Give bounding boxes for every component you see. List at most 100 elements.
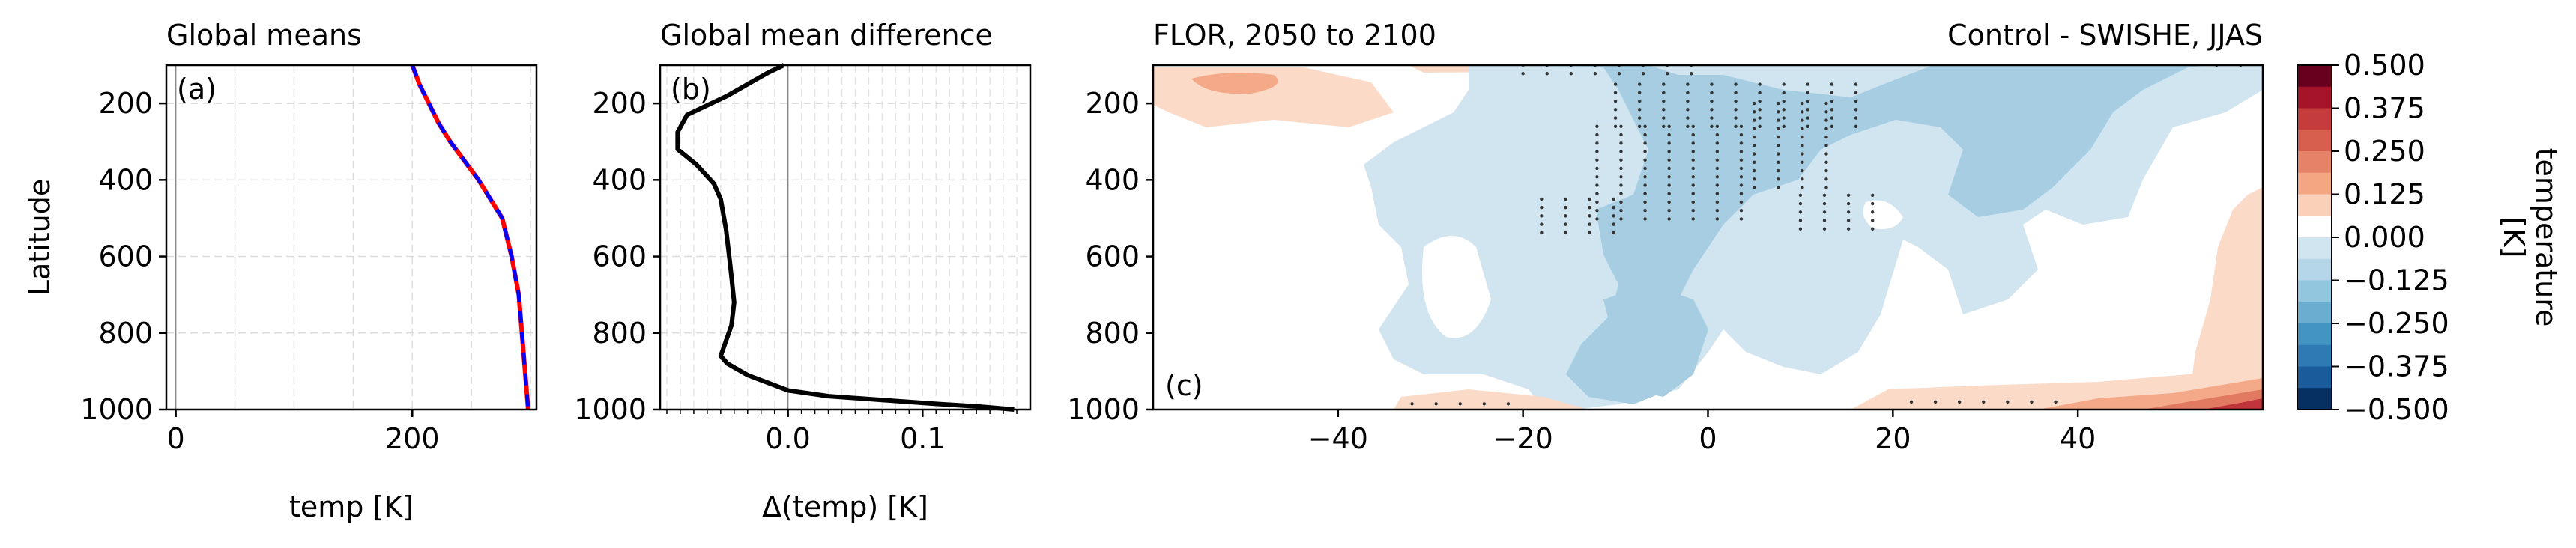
stipple-dot [1758, 82, 1762, 86]
stipple-dot [1782, 99, 1786, 103]
panel-a-xlabel: temp [K] [289, 490, 414, 523]
stipple-dot [1846, 227, 1851, 231]
stipple-dot [1777, 110, 1780, 114]
stipple-dot [1506, 402, 1511, 406]
stipple-dot [1753, 110, 1756, 114]
stipple-dot [1710, 124, 1714, 128]
stipple-dot [1619, 124, 1623, 128]
stipple-dot [1782, 82, 1786, 86]
stipple-dot [1715, 175, 1720, 179]
ytick-label: 800 [592, 317, 647, 350]
stipple-dot [1595, 183, 1599, 187]
stipple-dot [1846, 201, 1851, 206]
stipple-dot [1691, 124, 1695, 128]
stipple-dot [1739, 217, 1744, 221]
stipple-dot [1588, 205, 1591, 210]
stipple-dot [1957, 400, 1962, 404]
stipple-dot [1777, 177, 1780, 181]
stipple-dot [1637, 99, 1642, 103]
series-line [410, 64, 530, 410]
colorbar-tick-label: 0.500 [2344, 49, 2425, 82]
panel-b-title: Global mean difference [660, 19, 993, 52]
stipple-dot [1612, 222, 1615, 226]
panel-a-tag: (a) [177, 73, 217, 106]
xtick-label: 0 [167, 422, 185, 455]
stipple-dot [1824, 152, 1828, 156]
stipple-dot [1870, 193, 1875, 197]
colorbar: 0.500 0.375 0.250 0.125 0.000 −0.125 −0.250 −0.… [2297, 49, 2563, 426]
colorbar-swatch [2297, 323, 2332, 346]
stipple-dot [1782, 108, 1786, 112]
stipple-dot [1801, 144, 1804, 147]
stipple-dot [1691, 158, 1695, 162]
stipple-dot [1798, 219, 1803, 222]
stipple-dot [1595, 124, 1599, 128]
panel-a-grid [166, 65, 536, 410]
stipple-dot [1643, 175, 1647, 179]
stipple-dot [1643, 192, 1647, 195]
stipple-dot [1822, 193, 1827, 197]
xtick-label: 200 [385, 422, 440, 455]
panel-c-xticks: −40 −20 0 20 40 [1308, 410, 2096, 455]
ytick-label: 600 [98, 240, 153, 273]
stipple-dot [1686, 108, 1690, 112]
stipple-dot [1753, 160, 1756, 165]
stipple-dot [1643, 183, 1647, 187]
stipple-dot [1824, 186, 1828, 189]
stipple-dot [1613, 82, 1618, 86]
stipple-dot [1643, 150, 1647, 153]
stipple-dot [1909, 400, 1914, 404]
stipple-dot [1801, 168, 1804, 173]
panel-c-yticks: 200 400 600 800 1000 [1067, 87, 1153, 426]
stipple-dot [1564, 222, 1567, 226]
xtick-label: 0.0 [765, 422, 810, 455]
stipple-dot [1753, 144, 1756, 147]
stipple-dot [1753, 168, 1756, 173]
stipple-dot [1613, 91, 1618, 95]
ytick-label: 1000 [574, 393, 647, 426]
stipple-dot [1824, 144, 1828, 147]
stipple-dot [1739, 166, 1744, 171]
stipple-dot [1758, 108, 1762, 112]
stipple-dot [1595, 217, 1599, 221]
stipple-dot [1686, 99, 1690, 103]
contour-cool-level2 [1544, 65, 2210, 404]
colorbar-swatch [2297, 65, 2332, 88]
stipple-dot [1619, 183, 1623, 187]
stipple-dot [1822, 227, 1827, 231]
ytick-label: 200 [98, 87, 153, 120]
ytick-label: 400 [1085, 163, 1140, 196]
stipple-dot [1753, 177, 1756, 181]
stipple-dot [1715, 183, 1720, 187]
stipple-dot [1545, 72, 1549, 76]
series-line [410, 64, 530, 410]
stipple-dot [1643, 158, 1647, 162]
stipple-dot [1830, 108, 1834, 112]
stipple-dot [1824, 127, 1828, 131]
stipple-dot [1854, 108, 1858, 112]
stipple-dot [1521, 72, 1525, 76]
panel-b-xlabel: Δ(temp) [K] [762, 490, 928, 523]
stipple-dot [1691, 209, 1695, 213]
stipple-dot [1830, 91, 1834, 95]
stipple-dot [1564, 197, 1567, 201]
stipple-dot [1870, 210, 1875, 214]
stipple-dot [1619, 133, 1623, 137]
stipple-dot [1595, 150, 1599, 153]
panel-c-title: FLOR, 2050 to 2100 [1153, 19, 1436, 52]
stipple-dot [1801, 118, 1804, 122]
stipple-dot [1662, 91, 1666, 95]
stipple-dot [1715, 209, 1720, 213]
stipple-dot [1612, 214, 1615, 218]
stipple-dot [1753, 118, 1756, 122]
stipple-dot [1637, 108, 1642, 112]
stipple-dot [1715, 200, 1720, 204]
stipple-dot [1619, 200, 1623, 204]
stipple-dot [1667, 217, 1671, 221]
stipple-dot [1667, 175, 1671, 179]
stipple-dot [1739, 175, 1744, 179]
stipple-dot [1777, 118, 1780, 122]
stipple-dot [1667, 150, 1671, 153]
stipple-dot [1734, 108, 1738, 112]
